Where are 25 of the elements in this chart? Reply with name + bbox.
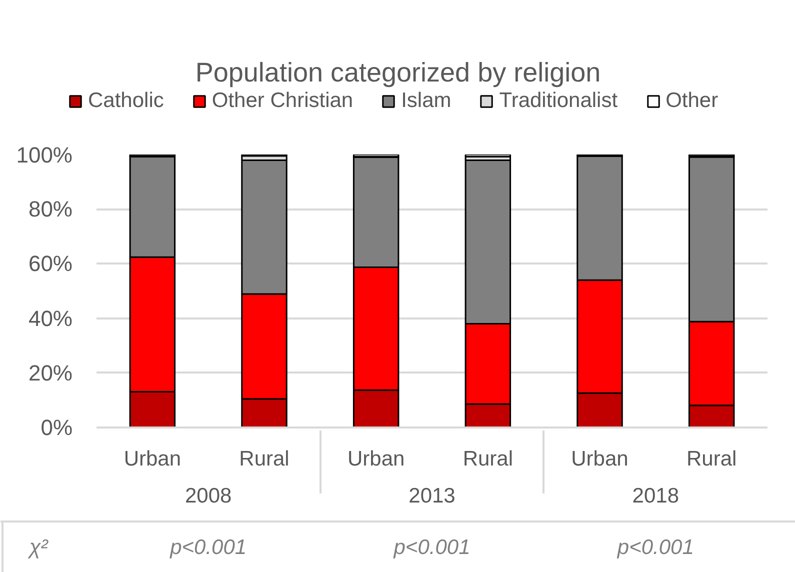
x-tick-label: Rural — [462, 448, 514, 470]
text: p<0.001 — [392, 536, 470, 559]
y-tick-label: 0% — [40, 415, 72, 440]
legend-label: Traditionalist — [499, 89, 618, 113]
y-tick-label: 40% — [28, 306, 73, 331]
x-tick-label: Rural — [239, 448, 290, 470]
text: 2013 — [408, 484, 456, 508]
legend-label: Other — [666, 89, 718, 113]
y-tick-label: 20% — [28, 360, 73, 386]
legend-label: Other Christian — [212, 89, 354, 113]
x-tick-label: Urban — [124, 448, 182, 470]
legend-label: Catholic — [88, 89, 164, 113]
text: χ² — [27, 536, 49, 559]
x-tick-label: Urban — [347, 448, 405, 470]
x-tick-label: Urban — [571, 448, 628, 470]
chart-title: Population categorized by religion — [195, 58, 601, 88]
x-tick-label: Rural — [686, 448, 737, 470]
y-tick-label: 60% — [28, 251, 73, 276]
y-tick-label: 80% — [28, 196, 73, 222]
text: 2008 — [184, 484, 232, 508]
y-tick-label: 100% — [16, 142, 73, 168]
text: p<0.001 — [169, 536, 247, 559]
text: p<0.001 — [616, 536, 694, 559]
legend-label: Islam — [401, 89, 452, 113]
text: 2018 — [632, 484, 680, 508]
